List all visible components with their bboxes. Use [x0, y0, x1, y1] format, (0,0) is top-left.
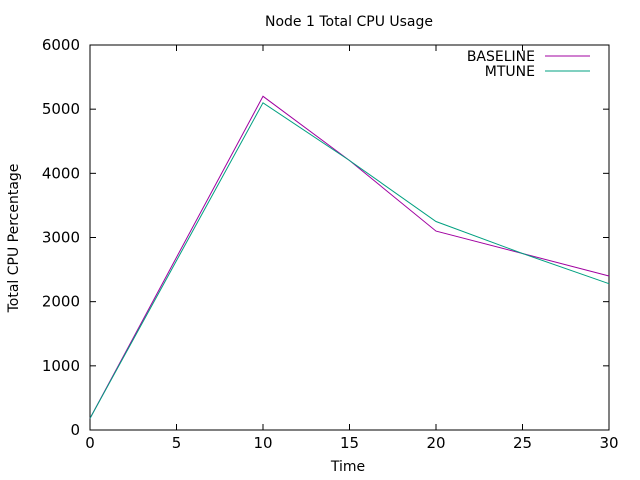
series-layer	[89, 95, 610, 419]
legend-label-baseline: BASELINE	[467, 49, 535, 65]
x-axis-label: Time	[330, 459, 365, 475]
x-tick-label: 30	[599, 434, 618, 452]
y-tick-label: 0	[70, 421, 80, 439]
y-tick-label: 3000	[42, 229, 80, 247]
x-tick-label: 5	[172, 434, 182, 452]
x-tick-label: 25	[513, 434, 532, 452]
x-axis: 0 5 10 15 20 25 30	[85, 45, 619, 452]
x-tick-label: 10	[253, 434, 272, 452]
chart-title: Node 1 Total CPU Usage	[265, 14, 433, 30]
x-tick-label: 15	[340, 434, 359, 452]
y-tick-label: 2000	[42, 293, 80, 311]
series-line-mtune	[89, 102, 610, 419]
series-line-baseline	[89, 95, 610, 419]
y-tick-label: 1000	[42, 357, 80, 375]
y-tick-label: 5000	[42, 100, 80, 118]
legend-label-mtune: MTUNE	[485, 64, 535, 80]
y-tick-label: 4000	[42, 164, 80, 182]
y-axis: 0 1000 2000 3000 4000 5000 6000	[42, 36, 609, 439]
y-axis-label: Total CPU Percentage	[6, 164, 22, 314]
x-tick-label: 20	[426, 434, 445, 452]
y-tick-label: 6000	[42, 36, 80, 54]
x-tick-label: 0	[85, 434, 95, 452]
